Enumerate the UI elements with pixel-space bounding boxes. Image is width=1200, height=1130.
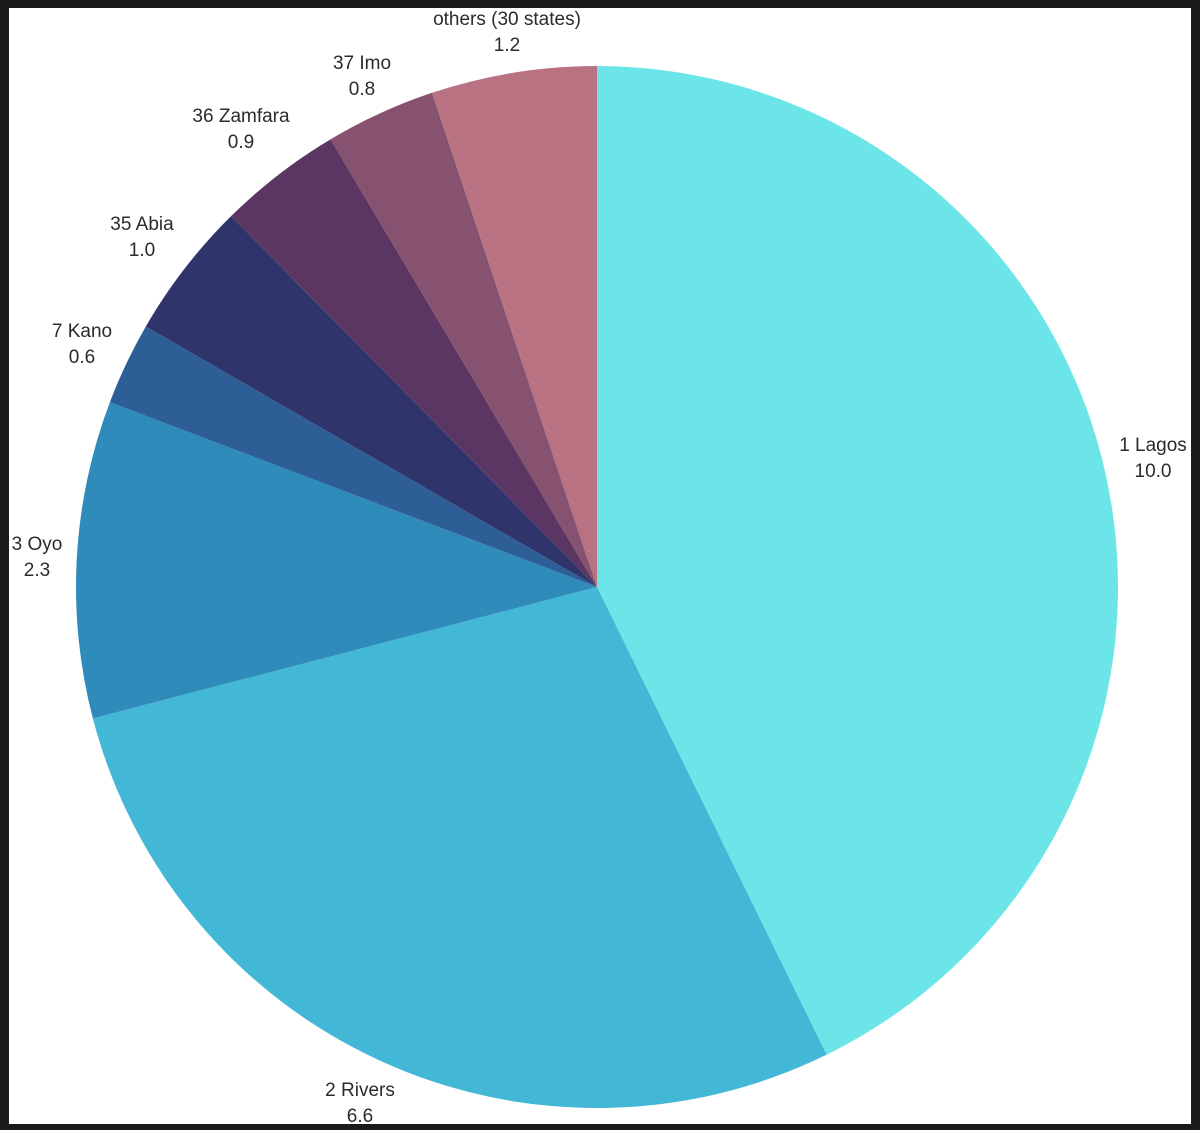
slice-label-37-imo: 37 Imo [333,53,391,74]
slice-label-2-rivers: 2 Rivers [325,1080,395,1101]
slice-value-3-oyo: 2.3 [24,560,50,581]
pie-slices [76,66,1119,1109]
slice-value-35-abia: 1.0 [129,240,155,261]
slice-label-3-oyo: 3 Oyo [12,534,63,555]
pie-slice-37-imo [330,92,597,587]
pie-slice-2-rivers [92,587,827,1109]
slice-value-37-imo: 0.8 [349,79,375,100]
slice-value-7-kano: 0.6 [69,347,95,368]
slice-label-35-abia: 35 Abia [110,214,174,235]
pie-slice-3-oyo [76,402,598,719]
slice-value-others-30-states: 1.2 [494,35,520,56]
slice-label-36-zamfara: 36 Zamfara [192,106,290,127]
slice-value-1-lagos: 10.0 [1135,461,1172,482]
pie-slice-35-abia [145,216,598,587]
slice-label-others-30-states: others (30 states) [433,9,581,30]
slice-value-2-rivers: 6.6 [347,1106,373,1127]
pie-slice-others-30-states [432,66,597,587]
slice-value-36-zamfara: 0.9 [228,132,254,153]
slice-label-7-kano: 7 Kano [52,321,112,342]
pie-slice-7-kano [109,326,598,587]
slice-label-1-lagos: 1 Lagos [1119,435,1187,456]
pie-slice-36-zamfara [231,139,597,587]
pie-labels: 1 Lagos 10.0 2 Rivers 6.6 3 Oyo 2.3 7 Kano 0.6 3… [12,9,1187,1127]
pie-slice-1-lagos [597,66,1119,1055]
